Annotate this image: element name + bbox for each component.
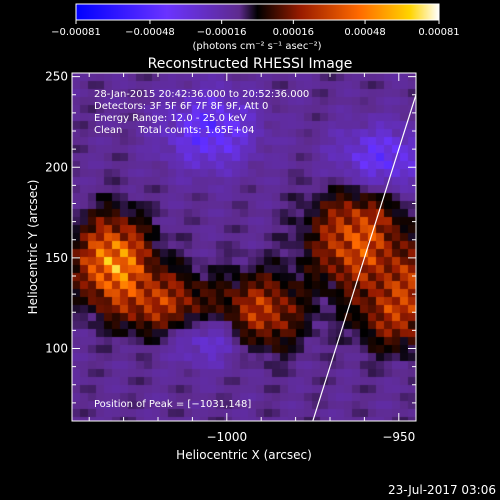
y-tick-label: 200 bbox=[45, 160, 68, 174]
colorbar: −0.00081 −0.00048 −0.00016 0.00016 0.00048 0.… bbox=[51, 3, 460, 52]
colorbar-gradient bbox=[75, 3, 440, 21]
footer-date: 23-Jul-2017 03:06 bbox=[388, 483, 496, 497]
colorbar-tick-label: −0.00081 bbox=[51, 27, 101, 38]
y-tick-label: 250 bbox=[45, 70, 68, 84]
colorbar-tick-label: 0.00048 bbox=[344, 27, 385, 38]
solar-limb-line bbox=[312, 92, 416, 421]
heatmap-image bbox=[72, 73, 416, 421]
x-axis: −1000−950−900 bbox=[88, 73, 415, 444]
y-tick-label: 150 bbox=[45, 251, 68, 265]
chart-title: Reconstructed RHESSI Image bbox=[148, 56, 353, 72]
y-axis: 100 150 200 250 bbox=[45, 70, 416, 404]
colorbar-tick-label: 0.00081 bbox=[418, 27, 459, 38]
colorbar-tick-label: 0.00016 bbox=[273, 27, 314, 38]
observation-annotations: 28-Jan-2015 20:42:36.000 to 20:52:36.000… bbox=[94, 89, 309, 136]
y-tick-label: 100 bbox=[45, 342, 68, 356]
x-tick-label: −1000 bbox=[207, 430, 248, 444]
colorbar-tick-label: −0.00016 bbox=[197, 27, 247, 38]
colorbar-tick-label: −0.00048 bbox=[125, 27, 175, 38]
annotation-detectors: Detectors: 3F 5F 6F 7F 8F 9F, Att 0 bbox=[94, 101, 268, 112]
peak-position-text: Position of Peak = [−1031,148] bbox=[94, 399, 251, 410]
x-axis-label: Heliocentric X (arcsec) bbox=[176, 448, 312, 462]
y-axis-label: Heliocentric Y (arcsec) bbox=[26, 180, 40, 315]
colorbar-unit-label: (photons cm⁻² s⁻¹ asec⁻²) bbox=[192, 41, 321, 52]
colorbar-ticks: −0.00081 −0.00048 −0.00016 0.00016 0.00048 0.… bbox=[51, 20, 460, 38]
plot-frame bbox=[71, 72, 417, 422]
annotation-clean-counts: Clean Total counts: 1.65E+04 bbox=[94, 125, 254, 136]
annotation-energy-range: Energy Range: 12.0 - 25.0 keV bbox=[94, 113, 247, 124]
x-tick-label: −950 bbox=[382, 430, 415, 444]
annotation-time-range: 28-Jan-2015 20:42:36.000 to 20:52:36.000 bbox=[94, 89, 309, 100]
